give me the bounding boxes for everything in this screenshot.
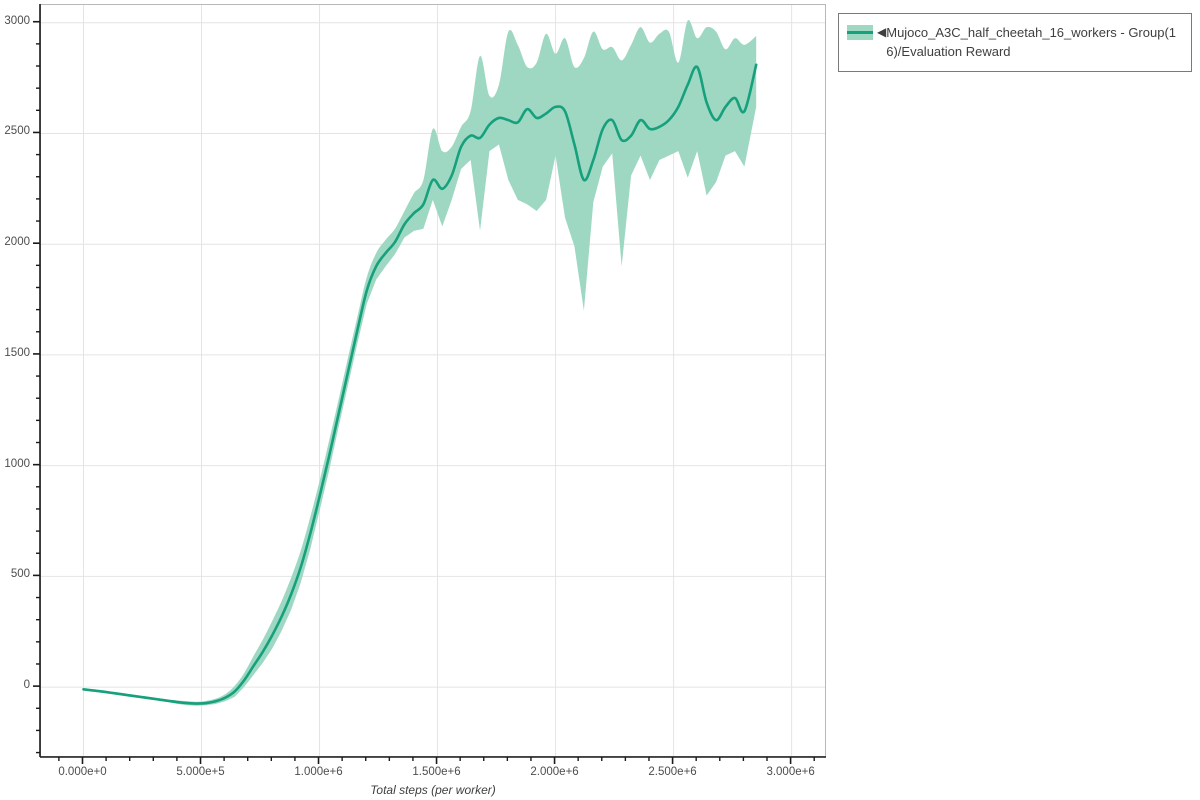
x-tick-label: 0.000e+0 — [58, 766, 107, 778]
legend-box[interactable]: ◀ Mujoco_A3C_half_cheetah_16_workers - G… — [838, 13, 1192, 72]
left-triangle-icon: ◀ — [877, 25, 887, 39]
x-tick-label: 1.000e+6 — [294, 766, 343, 778]
y-axis-ticks — [33, 20, 40, 754]
legend-entry-label: Mujoco_A3C_half_cheetah_16_workers - Gro… — [886, 25, 1177, 59]
x-tick-label: 5.000e+5 — [176, 766, 225, 778]
x-tick-label: 2.500e+6 — [648, 766, 697, 778]
plot-area[interactable] — [40, 4, 826, 757]
x-tick-label: 2.000e+6 — [530, 766, 579, 778]
x-axis-ticks — [58, 757, 815, 764]
chart-canvas — [41, 5, 825, 756]
y-tick-label: 1500 — [4, 346, 30, 359]
y-tick-label: 500 — [10, 568, 30, 581]
legend-entry[interactable]: ◀ Mujoco_A3C_half_cheetah_16_workers - G… — [847, 23, 1183, 61]
legend-band-swatch-icon — [847, 25, 873, 40]
y-tick-label: 1000 — [4, 457, 30, 470]
y-tick-label: 0 — [23, 679, 30, 692]
x-tick-label: 3.000e+6 — [766, 766, 815, 778]
y-tick-label: 2500 — [4, 125, 30, 138]
uncertainty-band — [83, 19, 757, 706]
x-axis-title: Total steps (per worker) — [370, 783, 496, 797]
x-tick-label: 1.500e+6 — [412, 766, 461, 778]
y-tick-label: 3000 — [4, 14, 30, 27]
mean-line — [82, 63, 758, 705]
y-tick-label: 2000 — [4, 236, 30, 249]
legend-line-icon — [847, 31, 873, 34]
